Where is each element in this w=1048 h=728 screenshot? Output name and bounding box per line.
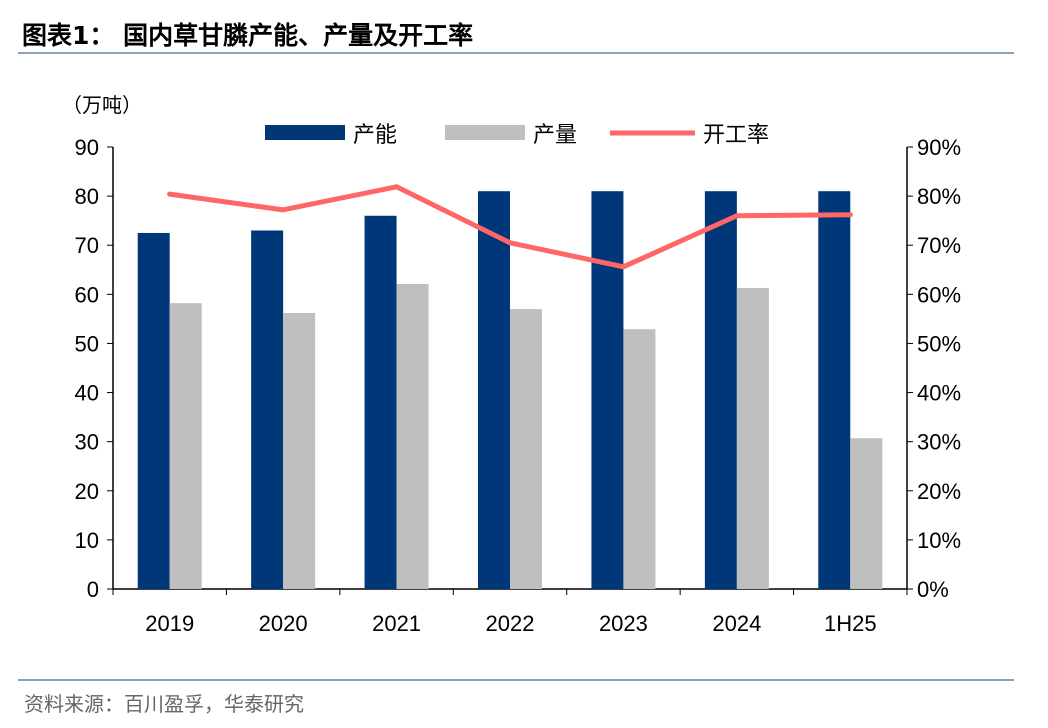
- left-tick-label: 90: [75, 135, 99, 160]
- x-tick-label: 2021: [372, 611, 421, 636]
- point-开工率-2019: [167, 191, 173, 197]
- right-tick-label: 90%: [917, 135, 961, 160]
- x-tick-label: 2022: [486, 611, 535, 636]
- legend-label-产量: 产量: [533, 123, 577, 148]
- bar-产能-2020: [251, 230, 284, 589]
- left-tick-label: 30: [75, 430, 99, 455]
- legend-label-开工率: 开工率: [703, 123, 769, 148]
- x-tick-label: 2023: [599, 611, 648, 636]
- left-tick-label: 80: [75, 184, 99, 209]
- right-tick-label: 0%: [917, 577, 949, 602]
- bar-产能-2019: [137, 232, 170, 589]
- bar-产能-1H25: [818, 191, 851, 589]
- bar-产量-1H25: [850, 438, 883, 589]
- left-tick-label: 40: [75, 381, 99, 406]
- left-tick-label: 20: [75, 479, 99, 504]
- right-tick-label: 70%: [917, 233, 961, 258]
- bar-产能-2022: [478, 191, 510, 589]
- left-tick-label: 60: [75, 282, 99, 307]
- right-tick-label: 80%: [917, 184, 961, 209]
- x-tick-label: 2024: [712, 611, 761, 636]
- left-tick-label: 70: [75, 233, 99, 258]
- right-tick-label: 40%: [917, 381, 961, 406]
- source-note: 资料来源：百川盈孚，华泰研究: [24, 692, 304, 716]
- right-tick-label: 50%: [917, 331, 961, 356]
- left-tick-label: 50: [75, 331, 99, 356]
- title-divider: [18, 52, 1014, 54]
- point-开工率-2023: [620, 264, 626, 270]
- bar-产量-2023: [623, 329, 656, 589]
- point-开工率-2021: [394, 184, 400, 190]
- x-tick-label: 1H25: [824, 611, 877, 636]
- x-tick-label: 2019: [145, 611, 194, 636]
- right-tick-label: 20%: [917, 479, 961, 504]
- footer-divider: [18, 679, 1014, 681]
- legend-swatch-产能: [265, 125, 345, 140]
- legend-swatch-产量: [445, 125, 525, 140]
- left-tick-label: 0: [87, 577, 99, 602]
- point-开工率-2020: [280, 207, 286, 213]
- right-tick-label: 30%: [917, 430, 961, 455]
- bar-产量-2022: [510, 309, 542, 589]
- bar-产能-2021: [364, 215, 397, 589]
- right-tick-label: 10%: [917, 528, 961, 553]
- bar-产量-2021: [396, 284, 429, 589]
- left-tick-label: 10: [75, 528, 99, 553]
- bar-产量-2020: [283, 312, 316, 589]
- unit-label: （万吨）: [62, 93, 142, 117]
- right-tick-label: 60%: [917, 282, 961, 307]
- bar-产量-2024: [736, 287, 769, 589]
- bar-产能-2024: [704, 191, 737, 589]
- point-开工率-1H25: [847, 212, 853, 218]
- point-开工率-2024: [734, 213, 740, 219]
- legend-label-产能: 产能: [353, 123, 397, 148]
- bar-产量-2019: [169, 303, 202, 589]
- point-开工率-2022: [507, 240, 513, 246]
- chart-title: 图表1： 国内草甘膦产能、产量及开工率: [22, 21, 474, 50]
- bar-产能-2023: [591, 191, 624, 589]
- x-tick-label: 2020: [259, 611, 308, 636]
